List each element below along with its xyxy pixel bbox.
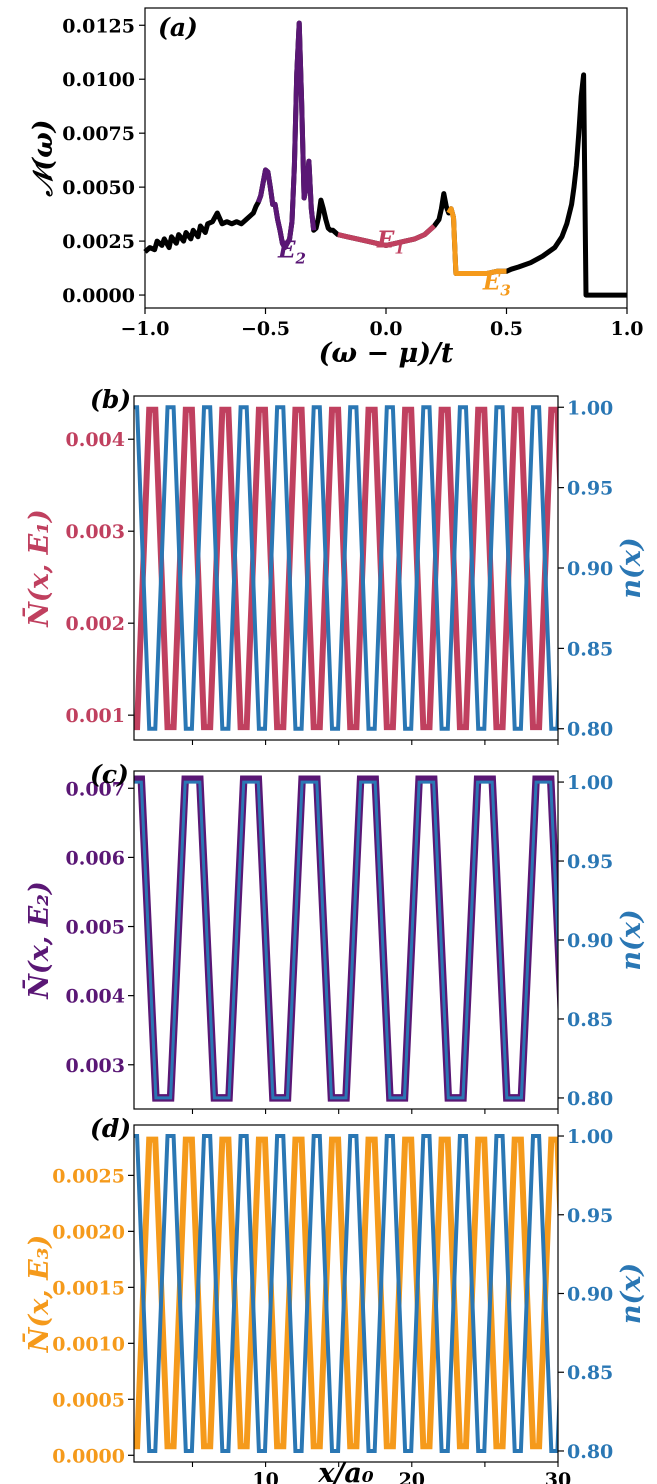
- y-tick-label: 0.0100: [62, 69, 135, 91]
- panel-c: 0.003 0.004 0.005 0.006 0.007 0.80 0.85 0.90 0.9…: [21, 760, 647, 1114]
- right-y-tick-label: 0.95: [567, 478, 613, 500]
- right-y-tick-label: 0.90: [567, 558, 613, 580]
- right-y-axis-label: n(x): [616, 537, 647, 598]
- left-y-tick-label: 0.004: [66, 986, 126, 1008]
- y-tick-label: 0.0000: [62, 285, 135, 307]
- energy-label: E2: [277, 236, 306, 267]
- x-tick-label: 10: [252, 1469, 278, 1484]
- y-axis-label: 𝒩(ω): [28, 119, 59, 197]
- panel-c-frame: [133, 770, 559, 1110]
- right-series-line: [134, 405, 558, 731]
- right-y-axis-label: n(x): [616, 1263, 647, 1324]
- dos-segment-E₂: [255, 20, 317, 251]
- left-y-tick-label: 0.001: [66, 705, 126, 727]
- right-y-tick-label: 0.90: [567, 930, 613, 952]
- panel-b: 0.001 0.002 0.003 0.004 0.80 0.85 0.90 0.95 1.00…: [21, 385, 647, 745]
- right-y-tick-label: 0.80: [567, 1441, 613, 1463]
- left-y-tick-label: 0.003: [66, 521, 126, 543]
- left-y-tick-label: 0.005: [66, 917, 126, 939]
- y-tick-label: 0.0075: [62, 123, 135, 145]
- right-y-axis-label: n(x): [616, 909, 647, 970]
- right-y-tick-label: 0.80: [567, 1088, 613, 1110]
- dos-segment-E₃: [446, 206, 507, 276]
- right-y-tick-label: 0.85: [567, 638, 613, 660]
- panel-d-label: (d): [90, 1114, 131, 1143]
- left-y-tick-label: 0.0020: [52, 1221, 125, 1243]
- left-y-tick-label: 0.0010: [52, 1333, 125, 1355]
- right-y-tick-label: 0.95: [567, 851, 613, 873]
- left-y-tick-label: 0.0000: [52, 1445, 125, 1467]
- right-y-tick-label: 1.00: [567, 1126, 613, 1148]
- y-tick-label: 0.0125: [62, 15, 135, 37]
- plot-area: [134, 775, 558, 1102]
- right-series-line: [134, 780, 558, 1100]
- left-series-line: [134, 1136, 558, 1450]
- plot-area: [134, 405, 558, 731]
- dos-segment-E₁: [337, 224, 436, 248]
- right-y-tick-label: 1.00: [567, 397, 613, 419]
- panel-a: −1.0 −0.5 0.0 0.5 1.0 0.0000 0.0025 0.0050 0.007…: [28, 7, 644, 369]
- left-y-tick-label: 0.0025: [52, 1165, 125, 1187]
- right-series-line: [134, 1134, 558, 1453]
- left-y-axis-label: N̄(x, E₃): [21, 1235, 55, 1354]
- left-series-line: [134, 406, 558, 731]
- x-tick-label: 30: [545, 1469, 571, 1484]
- right-y-tick-label: 1.00: [567, 772, 613, 794]
- panel-c-label: (c): [90, 760, 129, 789]
- left-y-axis-label: N̄(x, E₁): [21, 509, 55, 628]
- panel-b-label: (b): [90, 385, 131, 414]
- y-tick-label: 0.0050: [62, 177, 135, 199]
- panel-d-frame: [133, 1124, 559, 1463]
- left-y-tick-label: 0.004: [66, 429, 126, 451]
- right-y-tick-label: 0.90: [567, 1284, 613, 1306]
- panel-d: 0.0000 0.0005 0.0010 0.0015 0.0020 0.0025 0.80…: [21, 1114, 647, 1484]
- right-y-tick-label: 0.80: [567, 719, 613, 741]
- left-y-tick-label: 0.003: [66, 1055, 126, 1077]
- plot-area: [134, 1134, 558, 1453]
- x-tick-label: 20: [399, 1469, 425, 1484]
- left-y-tick-label: 0.006: [66, 847, 126, 869]
- x-tick-label: −0.5: [241, 318, 290, 340]
- right-y-tick-label: 0.85: [567, 1009, 613, 1031]
- x-tick-label: 0.0: [369, 318, 402, 340]
- energy-label: E1: [376, 227, 405, 258]
- panel-a-frame: [144, 7, 628, 309]
- x-tick-label: 0.5: [490, 318, 523, 340]
- right-y-tick-label: 0.95: [567, 1205, 613, 1227]
- panel-b-frame: [133, 395, 559, 741]
- right-y-tick-label: 0.85: [567, 1362, 613, 1384]
- y-tick-label: 0.0025: [62, 231, 135, 253]
- x-tick-label: 1.0: [610, 318, 643, 340]
- dos-line: [143, 20, 627, 298]
- left-y-tick-label: 0.0015: [52, 1277, 125, 1299]
- energy-label: E3: [482, 269, 511, 300]
- x-axis-label: x/a₀: [317, 1458, 373, 1484]
- x-axis-label: (ω − μ)/t: [319, 338, 454, 369]
- left-y-tick-label: 0.002: [66, 613, 126, 635]
- x-tick-label: −1.0: [121, 318, 170, 340]
- left-y-axis-label: N̄(x, E₂): [21, 881, 55, 1000]
- left-y-tick-label: 0.0005: [52, 1389, 125, 1411]
- panel-a-label: (a): [158, 13, 198, 42]
- left-y-tick-label: 0.007: [66, 778, 126, 800]
